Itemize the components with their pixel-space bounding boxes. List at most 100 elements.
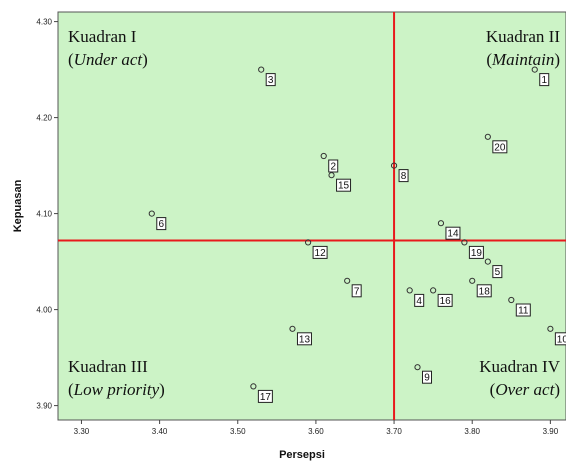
quadrant-subtitle-bottom-left: (Low priority) [68,380,165,399]
data-point-group: 2 [320,152,339,173]
data-point [289,325,296,332]
data-point-group: 3 [258,66,276,87]
data-point-label-box [476,284,492,298]
data-point-group: 9 [414,364,433,384]
x-tick-label: 3.80 [464,427,480,436]
data-point-label: 2 [330,162,336,173]
data-point-group: 17 [250,383,273,403]
data-point-label: 18 [479,286,491,297]
data-point-label: 12 [315,248,327,259]
data-point-label: 7 [354,286,360,297]
data-point [531,66,538,73]
data-point [328,172,335,179]
data-point-label-box [265,73,276,87]
data-point [304,239,312,246]
data-point [547,325,554,332]
data-point [484,133,491,140]
data-point-label-box [422,370,433,384]
data-point-label: 17 [260,392,272,403]
x-tick-label: 3.70 [386,427,402,436]
y-tick-label: 4.20 [36,114,52,123]
data-point-group: 16 [430,287,453,307]
y-tick-label: 4.00 [36,306,52,315]
data-point-group: 12 [304,239,328,259]
data-point [430,287,437,294]
data-point-label: 16 [440,296,452,307]
quadrant-title-top-right: Kuadran II [486,27,560,46]
quadrant-title-bottom-right: Kuadran IV [479,357,560,376]
data-point-group: 20 [484,133,508,154]
data-point [250,383,257,390]
data-point-label-box [296,332,312,346]
quadrant-title-bottom-left: Kuadran III [68,357,148,376]
data-point-group: 14 [437,220,461,240]
data-point-label: 20 [494,142,506,153]
data-point [344,277,351,284]
quadrant-subtitle-top-left: (Under act) [68,50,148,69]
plot-area [57,11,566,421]
data-point [320,152,327,160]
data-point-label-box [492,265,503,279]
data-point-label-box [312,245,328,259]
data-point-label: 1 [541,75,547,86]
data-point-group: 1 [531,66,550,87]
data-point-group: 4 [406,287,425,307]
data-point-label: 11 [518,306,529,317]
data-point-label-box [414,293,425,307]
data-point-group: 11 [508,296,531,317]
data-point [406,287,413,294]
data-point-label-box [468,245,484,259]
quadrant-subtitle-bottom-right: (Over act) [490,380,560,399]
y-tick-label: 4.10 [36,210,52,219]
x-tick-label: 3.30 [74,427,90,436]
data-point-group: 6 [148,210,167,231]
data-point [508,296,515,304]
data-point-label: 9 [424,373,430,384]
y-axis-title: Kepuasan [12,179,24,232]
data-point-label-box [398,169,409,183]
data-point-label-box [336,178,352,192]
data-point-group: 7 [344,277,362,298]
y-tick-label: 3.90 [36,402,52,411]
data-point-label: 13 [299,334,311,345]
data-point-label-box [437,293,453,307]
data-point-group: 5 [484,258,503,279]
data-point-label-box [492,140,508,154]
x-tick-label: 3.60 [308,427,324,436]
data-point-group: 18 [469,277,492,298]
x-tick-label: 3.90 [543,427,559,436]
data-point [148,210,155,217]
y-tick-label: 4.30 [36,18,52,27]
quadrant-subtitle-top-right: (Maintain) [486,50,560,69]
data-point-label: 4 [416,296,422,307]
data-point-label-box [539,73,550,87]
data-point-label-box [328,159,339,173]
data-point-label: 5 [495,267,501,278]
data-point [461,239,468,246]
data-point-label: 15 [338,181,350,192]
data-point-label-box [351,284,362,298]
data-point-label: 10 [557,334,566,345]
data-point-group: 13 [289,325,312,346]
data-point-label-box [554,332,566,346]
data-point-label: 8 [401,171,407,182]
data-point [437,220,445,227]
data-point-label-box [445,226,461,240]
x-tick-label: 3.40 [152,427,168,436]
data-point [484,258,491,265]
x-tick-label: 3.50 [230,427,246,436]
data-point-label: 3 [268,75,274,86]
data-point-label: 19 [471,248,483,259]
data-point [469,277,476,284]
data-point-group: 10 [547,325,566,346]
data-point-group: 8 [390,162,409,183]
data-point-label: 14 [447,229,459,240]
data-point-group: 15 [328,172,352,192]
data-point-label: 6 [159,219,165,230]
data-point [414,364,421,371]
x-axis-title: Persepsi [279,449,325,461]
data-point-label-box [257,389,273,403]
data-point [390,162,398,169]
data-point [258,66,265,73]
